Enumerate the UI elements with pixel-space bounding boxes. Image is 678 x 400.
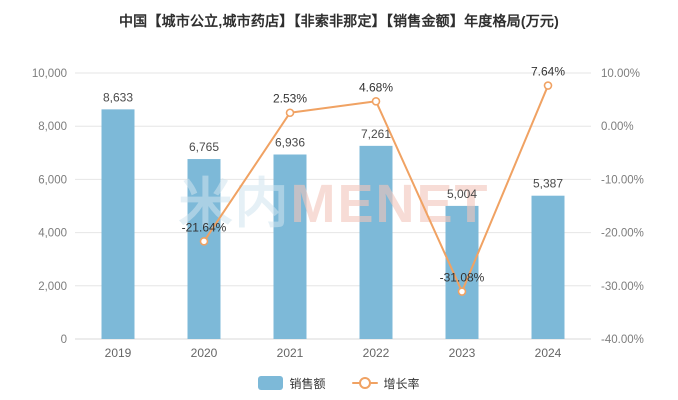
line-value-label-2022: 4.68% — [359, 80, 393, 94]
x-axis-label-2021: 2021 — [277, 346, 304, 360]
right-axis-tick-label: -20.00% — [601, 228, 644, 240]
right-axis-tick-label: -30.00% — [601, 281, 644, 293]
right-axis-tick-label: -40.00% — [601, 334, 644, 346]
bar-2021[interactable] — [273, 154, 307, 339]
left-axis-tick-label: 6,000 — [38, 174, 67, 186]
bar-value-label-2023: 5,004 — [447, 187, 477, 201]
bar-value-label-2021: 6,936 — [275, 136, 305, 150]
x-axis-label-2022: 2022 — [363, 346, 390, 360]
x-axis-label-2023: 2023 — [449, 346, 476, 360]
right-axis-tick-label: 0.00% — [601, 121, 634, 133]
line-point-2023[interactable] — [457, 287, 467, 296]
bar-2024[interactable] — [531, 195, 565, 339]
x-axis-label-2020: 2020 — [191, 346, 218, 360]
legend-item-growth[interactable]: 增长率 — [351, 375, 420, 392]
line-point-2024[interactable] — [543, 81, 553, 90]
bar-2019[interactable] — [101, 109, 135, 339]
line-point-2020[interactable] — [199, 237, 209, 246]
bar-value-label-2022: 7,261 — [361, 127, 391, 141]
line-point-2022[interactable] — [371, 97, 381, 106]
line-value-label-2023: -31.08% — [440, 271, 485, 285]
left-axis-tick-label: 10,000 — [32, 68, 67, 80]
bar-2022[interactable] — [359, 145, 393, 339]
left-axis-tick-label: 0 — [61, 334, 67, 346]
left-axis-tick-label: 8,000 — [38, 121, 67, 133]
line-value-label-2024: 7.64% — [531, 65, 565, 79]
bar-value-label-2019: 8,633 — [103, 90, 133, 104]
chart-legend: 销售额 增长率 — [0, 373, 678, 393]
right-axis-tick-label: 10.00% — [601, 68, 640, 80]
left-axis-tick-label: 4,000 — [38, 228, 67, 240]
legend-label-sales: 销售额 — [289, 376, 326, 391]
bar-series-swatch-icon — [258, 376, 284, 390]
line-value-label-2021: 2.53% — [273, 92, 307, 106]
bar-value-label-2024: 5,387 — [533, 177, 563, 191]
legend-item-sales[interactable]: 销售额 — [258, 375, 326, 392]
line-point-2021[interactable] — [285, 108, 295, 118]
watermark: 米内MENET — [179, 174, 490, 234]
x-axis-label-2019: 2019 — [105, 346, 132, 360]
line-value-label-2020: -21.64% — [182, 220, 227, 234]
bar-2023[interactable] — [445, 205, 479, 339]
legend-label-growth: 增长率 — [383, 376, 420, 391]
line-series-swatch-icon — [351, 376, 378, 390]
bar-value-label-2020: 6,765 — [189, 140, 219, 154]
left-axis-tick-label: 2,000 — [38, 281, 67, 293]
chart-title: 中国【城市公立,城市药店】【非索非那定】【销售金额】年度格局(万元) — [118, 13, 559, 29]
bar-2020[interactable] — [187, 159, 221, 339]
right-axis-tick-label: -10.00% — [601, 174, 644, 186]
x-axis-label-2024: 2024 — [535, 346, 562, 360]
